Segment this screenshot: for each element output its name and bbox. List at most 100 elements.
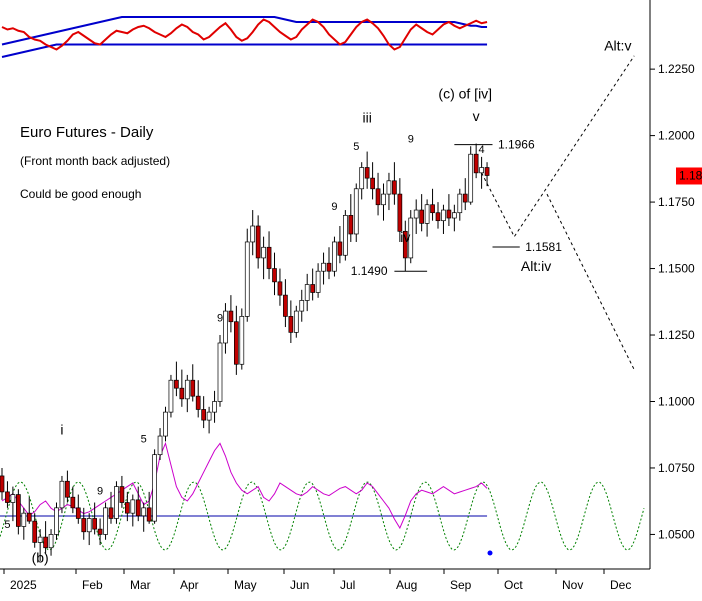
count-mark: 9 <box>331 201 337 213</box>
candle-body <box>386 180 392 195</box>
candle-body <box>462 193 468 203</box>
candle-body <box>283 294 288 317</box>
candle-body <box>217 342 223 402</box>
candle-body <box>124 502 130 514</box>
candle-body <box>288 316 294 333</box>
wave-label: v <box>473 108 480 124</box>
bottom-indicator-panel <box>0 441 645 556</box>
candle-body <box>114 486 119 519</box>
candle-body <box>32 520 38 543</box>
projection-label: Alt:v <box>604 38 631 54</box>
candle-body <box>299 300 305 312</box>
candle-body <box>353 188 359 235</box>
candle-body <box>174 379 179 389</box>
x-tick-label: Jul <box>340 578 355 592</box>
candle-body <box>54 507 59 535</box>
candle-body <box>261 246 266 259</box>
candle-body <box>277 281 283 296</box>
wave-label: (b) <box>32 549 49 565</box>
candle-body <box>141 507 147 517</box>
candle-body <box>441 209 446 222</box>
candle-body <box>359 167 365 190</box>
y-tick-label: 1.1750 <box>658 195 695 209</box>
x-tick-label: Oct <box>504 578 523 592</box>
candle-body <box>108 507 114 519</box>
candle-body <box>250 225 256 243</box>
candle-body <box>86 518 92 533</box>
count-mark: 5 <box>353 141 359 153</box>
candle-body <box>446 209 452 219</box>
price-level-label: 1.1581 <box>525 240 562 254</box>
candle-body <box>59 480 65 509</box>
candle-body <box>375 188 381 206</box>
count-mark: 9 <box>217 313 223 325</box>
candle-body <box>337 241 343 256</box>
candle-body <box>152 454 157 522</box>
wave-label: i <box>60 422 63 438</box>
candle-body <box>255 225 261 259</box>
y-tick-label: 1.1500 <box>658 262 695 276</box>
count-mark: 9 <box>97 486 103 498</box>
y-tick-label: 1.2250 <box>658 62 695 76</box>
y-tick-label: 1.0750 <box>658 461 695 475</box>
x-tick-label: Sep <box>450 578 472 592</box>
candle-body <box>206 411 212 421</box>
price-level-label: 1.1490 <box>351 264 388 278</box>
candle-body <box>92 518 98 530</box>
candle-body <box>364 167 370 179</box>
candle-body <box>212 401 217 413</box>
candle-body <box>473 153 479 174</box>
x-tick-label: Nov <box>562 578 583 592</box>
candle-body <box>266 246 272 269</box>
candle-body <box>195 395 201 410</box>
x-tick-label: Dec <box>610 578 631 592</box>
x-tick-label: Mar <box>130 578 151 592</box>
projection-path <box>546 193 635 370</box>
y-tick-label: 1.1250 <box>658 328 695 342</box>
candle-body <box>190 379 196 397</box>
candle-body <box>223 310 228 344</box>
candle-body <box>321 262 326 272</box>
candle-body <box>468 153 474 203</box>
candle-body <box>484 167 490 176</box>
candle-body <box>424 204 430 224</box>
chart-title: Euro Futures - Daily <box>20 124 154 141</box>
candle-body <box>408 217 414 259</box>
projections: Alt:v Alt:iv <box>481 38 635 370</box>
wave-label: iv <box>400 229 410 245</box>
candle-body <box>135 499 141 517</box>
candle-body <box>293 310 299 333</box>
candle-body <box>184 379 190 400</box>
candle-body <box>435 212 441 222</box>
candle-body <box>201 409 206 421</box>
candle-body <box>457 193 463 214</box>
candle-body <box>130 499 136 514</box>
chart-note: Could be good enough <box>20 187 141 201</box>
oscillator-dot <box>487 550 493 556</box>
candle-body <box>397 193 403 232</box>
candle-body <box>228 310 234 323</box>
wave-label: iii <box>362 109 371 125</box>
oscillator-red-line <box>1 18 488 51</box>
candle-body <box>10 494 16 503</box>
candle-body <box>37 536 43 543</box>
candle-body <box>70 496 76 509</box>
candle-body <box>0 475 5 493</box>
candle-body <box>413 209 419 219</box>
y-axis-ticks: 1.2250 1.2000 1.1750 1.1500 1.1250 1.1000 1.07… <box>650 62 695 541</box>
current-price-label: 1.1850 <box>679 168 702 182</box>
count-mark: 4 <box>479 144 485 156</box>
candle-body <box>157 435 163 456</box>
count-mark: 5 <box>141 434 147 446</box>
candle-body <box>332 241 337 272</box>
projection-label: Alt:iv <box>521 258 551 274</box>
top-indicator-panel <box>1 16 488 58</box>
candle-body <box>452 212 457 219</box>
candle-body <box>402 230 408 259</box>
candle-body <box>239 316 245 365</box>
candle-body <box>26 512 32 522</box>
candle-body <box>119 486 125 503</box>
y-tick-label: 1.1000 <box>658 394 695 408</box>
